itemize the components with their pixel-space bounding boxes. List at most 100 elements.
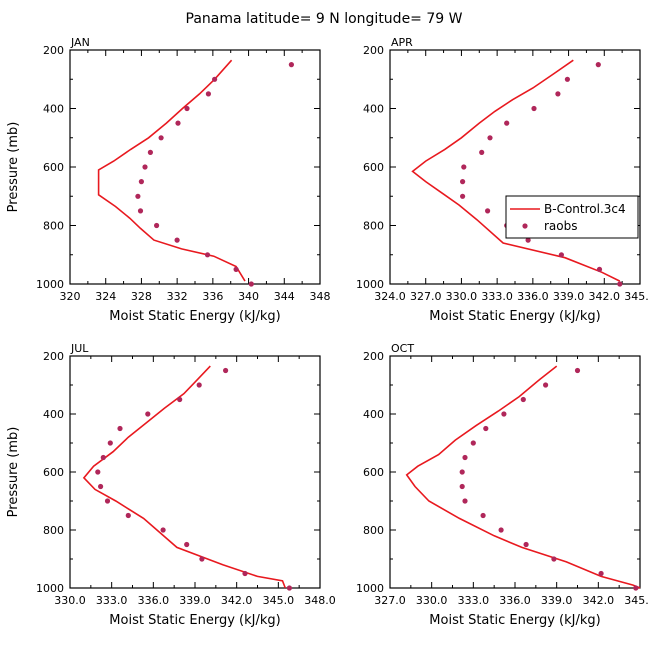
data-point-raobs (479, 149, 485, 155)
x-tick-label: 345.0 (624, 594, 648, 607)
legend-obs-label: raobs (544, 219, 578, 233)
data-point-raobs (501, 411, 507, 417)
x-tick-label: 333.0 (96, 594, 128, 607)
data-point-raobs (242, 570, 248, 577)
x-axis-title: Moist Static Energy (kJ/kg) (429, 309, 600, 324)
data-point-raobs (459, 483, 465, 490)
data-point-raobs (212, 76, 218, 82)
legend-point-swatch (522, 223, 528, 229)
plot-frame (69, 49, 321, 285)
data-point-raobs (137, 208, 144, 214)
x-axis-title: Moist Static Energy (kJ/kg) (429, 613, 600, 628)
x-tick-label: 327.0 (374, 594, 406, 607)
x-tick-label: 342.0 (589, 290, 621, 303)
data-point-raobs (135, 193, 141, 199)
x-tick-label: 348.0 (304, 594, 336, 607)
x-tick-label: 339.0 (553, 290, 585, 303)
data-point-raobs (95, 469, 101, 475)
data-point-raobs (595, 62, 601, 68)
data-point-raobs (104, 498, 111, 504)
panel-label: JUL (70, 342, 89, 355)
x-tick-label: 339.0 (179, 594, 211, 607)
x-tick-label: 330.0 (416, 594, 448, 607)
data-point-raobs (177, 396, 183, 403)
x-tick-label: 336.0 (499, 594, 531, 607)
legend-model-label: B-Control.3c4 (544, 202, 626, 216)
data-point-raobs (461, 164, 467, 170)
x-tick-label: 327.0 (410, 290, 442, 303)
x-axis-title: Moist Static Energy (kJ/kg) (109, 613, 280, 628)
data-point-raobs (574, 367, 581, 374)
y-tick-label: 200 (43, 44, 64, 57)
data-point-raobs (145, 411, 151, 417)
data-point-raobs (543, 382, 549, 388)
x-tick-label: 330.0 (54, 594, 86, 607)
data-point-raobs (551, 556, 557, 562)
panel-label: JAN (70, 36, 90, 49)
y-tick-label: 1000 (36, 582, 64, 595)
data-point-raobs (555, 91, 561, 97)
x-tick-label: 342.0 (221, 594, 253, 607)
panel-apr: APR 324.0 327.0 330.0 333.0 336.0 339.0 342.0 34… (356, 36, 648, 324)
data-point-raobs (199, 556, 205, 562)
series-line-model (82, 365, 287, 589)
y-tick-label: 1000 (356, 278, 384, 291)
x-tick-label: 342.0 (583, 594, 615, 607)
data-point-raobs (107, 440, 113, 446)
data-point-raobs (459, 469, 465, 475)
data-point-raobs (523, 541, 529, 548)
plot-frame (389, 355, 641, 589)
data-point-raobs (504, 120, 510, 126)
data-point-raobs (598, 570, 604, 577)
y-tick-label: 400 (43, 103, 64, 116)
data-point-raobs (223, 367, 229, 374)
y-axis-title: Pressure (mb) (6, 427, 21, 518)
data-point-raobs (483, 425, 489, 432)
x-tick-label: 333.0 (481, 290, 513, 303)
y-tick-label: 400 (363, 408, 384, 421)
y-tick-label: 600 (363, 161, 384, 174)
x-axis-title: Moist Static Energy (kJ/kg) (109, 309, 280, 324)
series-line-model (97, 59, 246, 282)
x-tick-label: 328 (131, 290, 152, 303)
y-axis-title: Pressure (mb) (6, 122, 21, 213)
data-point-raobs (485, 208, 491, 214)
y-tick-label: 600 (43, 466, 64, 479)
data-point-raobs (160, 527, 166, 533)
data-point-raobs (125, 512, 131, 519)
data-point-raobs (520, 396, 526, 403)
x-tick-label: 336.0 (138, 594, 170, 607)
data-point-raobs (288, 62, 294, 68)
x-tick-label: 340 (238, 290, 259, 303)
data-point-raobs (204, 252, 211, 258)
data-point-raobs (184, 105, 190, 112)
data-point-raobs (480, 512, 486, 519)
series-line-model (411, 59, 621, 282)
data-point-raobs (558, 252, 565, 258)
panel-label: OCT (391, 342, 414, 355)
data-point-raobs (286, 585, 292, 591)
legend: B-Control.3c4 raobs (505, 195, 639, 239)
x-tick-label: 332 (167, 290, 188, 303)
x-tick-label: 339.0 (541, 594, 573, 607)
panel-jan: JAN 320 324 328 332 336 340 344 348 200 400 600 800 1… (6, 36, 331, 324)
x-tick-label: 330.0 (446, 290, 478, 303)
data-point-raobs (487, 135, 493, 141)
x-tick-label: 324.0 (374, 290, 406, 303)
data-point-raobs (196, 382, 202, 388)
y-tick-label: 800 (43, 524, 64, 537)
data-point-raobs (154, 222, 160, 229)
data-point-raobs (460, 179, 466, 185)
data-point-raobs (564, 76, 571, 82)
y-tick-label: 200 (363, 350, 384, 363)
data-point-raobs (633, 585, 639, 591)
y-tick-label: 800 (43, 220, 64, 233)
panel-jul: JUL 330.0 333.0 336.0 339.0 342.0 345.0 348.0 20… (6, 342, 336, 628)
y-tick-label: 800 (363, 524, 384, 537)
legend-box (505, 195, 639, 239)
x-tick-label: 336.0 (517, 290, 549, 303)
data-point-raobs (498, 527, 504, 533)
data-point-raobs (248, 281, 254, 287)
x-tick-label: 344 (274, 290, 295, 303)
